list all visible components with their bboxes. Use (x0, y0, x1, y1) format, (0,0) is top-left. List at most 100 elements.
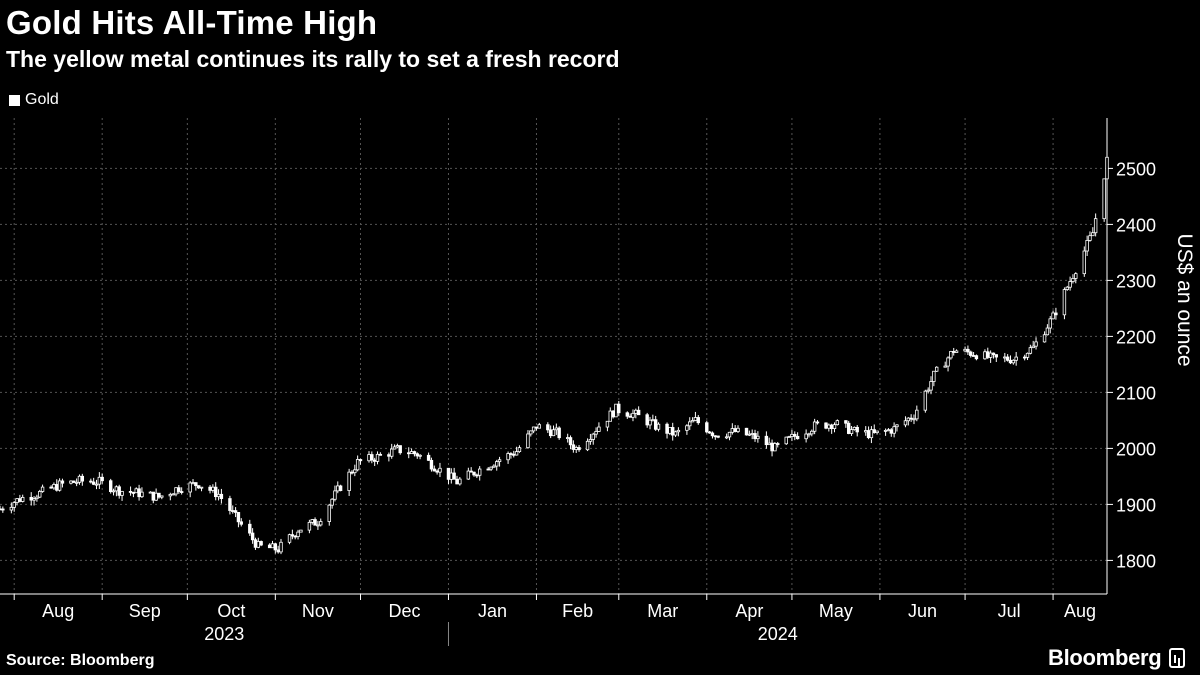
candle-body (849, 429, 854, 434)
candle-body (497, 459, 502, 463)
candle-body (1, 508, 5, 511)
candle-body (347, 471, 351, 491)
candle-body (1091, 232, 1095, 237)
candle-body (299, 529, 303, 533)
candle-body (727, 431, 732, 438)
candle-body (350, 471, 354, 474)
candle-body (412, 451, 417, 455)
candle-body (585, 440, 590, 451)
candle-body (537, 424, 542, 429)
candle-body (628, 415, 632, 418)
candle-body (117, 486, 121, 496)
candle-body (231, 510, 235, 512)
month-label: Jun (908, 601, 937, 621)
candle-body (429, 459, 434, 470)
candle-body (137, 488, 141, 498)
candle-body (38, 491, 42, 498)
candle-body (55, 484, 59, 491)
candle-body (199, 486, 204, 489)
candle-body (120, 490, 124, 496)
candle-body (673, 431, 678, 436)
candle-body (829, 424, 834, 430)
candle-body (353, 469, 357, 474)
candle-body (77, 475, 82, 483)
candle-body (290, 534, 295, 537)
candle-body (35, 496, 39, 500)
candle-body (574, 447, 578, 450)
candle-body (387, 454, 391, 457)
candle-body (546, 424, 550, 431)
candle-body (426, 454, 431, 461)
candle-body (486, 468, 490, 471)
candle-body (974, 355, 979, 360)
candle-body (517, 447, 522, 452)
candle-body (744, 427, 749, 436)
candle-body (883, 429, 888, 432)
candle-body (69, 480, 73, 484)
candle-body (710, 432, 715, 437)
month-label: Aug (42, 601, 74, 621)
candle-body (812, 421, 817, 432)
candle-body (72, 480, 76, 483)
chart-subtitle: The yellow metal continues its rally to … (6, 46, 620, 72)
candle-body (248, 523, 252, 534)
candle-body (239, 521, 243, 525)
candle-body (109, 480, 113, 492)
candle-body (676, 429, 681, 433)
candle-body (358, 459, 363, 462)
candle-body (1011, 359, 1016, 364)
candle-body (668, 427, 672, 434)
candle-body (287, 534, 292, 543)
candle-body (648, 419, 652, 426)
candle-body (776, 443, 780, 445)
candle-body (696, 417, 700, 424)
y-tick-label: 1800 (1116, 551, 1156, 571)
candle-body (74, 481, 79, 484)
candle-body (15, 498, 19, 503)
candle-body (690, 420, 695, 423)
month-label: Jul (998, 601, 1021, 621)
candle-body (1074, 273, 1078, 279)
candle-body (784, 436, 788, 445)
candle-body (276, 549, 280, 553)
candle-body (179, 491, 184, 493)
candle-body (214, 486, 218, 498)
y-tick-label: 2000 (1116, 439, 1156, 459)
candle-body (923, 390, 928, 411)
candle-body (548, 429, 553, 437)
candle-body (852, 426, 857, 431)
candle-body (398, 445, 402, 454)
brand-logo: Bloomberg (1048, 645, 1186, 671)
candle-body (492, 465, 496, 468)
y-tick-label: 2100 (1116, 383, 1156, 403)
candle-body (954, 350, 959, 353)
candle-body (1022, 356, 1027, 359)
candle-body (495, 461, 499, 467)
candle-body (367, 454, 371, 462)
candle-body (736, 427, 740, 432)
candle-body (705, 422, 709, 433)
candle-body (390, 448, 394, 457)
candle-body (889, 429, 893, 434)
y-tick-label: 1900 (1116, 495, 1156, 515)
candle-body (713, 435, 717, 438)
candle-body (988, 352, 993, 358)
month-label: Feb (562, 601, 593, 621)
candle-body (526, 433, 530, 449)
candle-body (946, 357, 950, 367)
candle-body (557, 427, 561, 439)
candle-body (449, 472, 454, 480)
candle-body (151, 491, 155, 501)
candle-body (475, 474, 479, 477)
candle-body (568, 437, 573, 446)
candle-body (407, 452, 411, 455)
candle-body (228, 498, 232, 511)
candle-body (338, 485, 343, 491)
candle-body (134, 488, 138, 494)
month-label: Nov (302, 601, 334, 621)
candle-body (1088, 235, 1092, 241)
candle-body (1048, 318, 1052, 329)
y-tick-label: 2300 (1116, 271, 1156, 291)
candle-body (114, 486, 119, 492)
